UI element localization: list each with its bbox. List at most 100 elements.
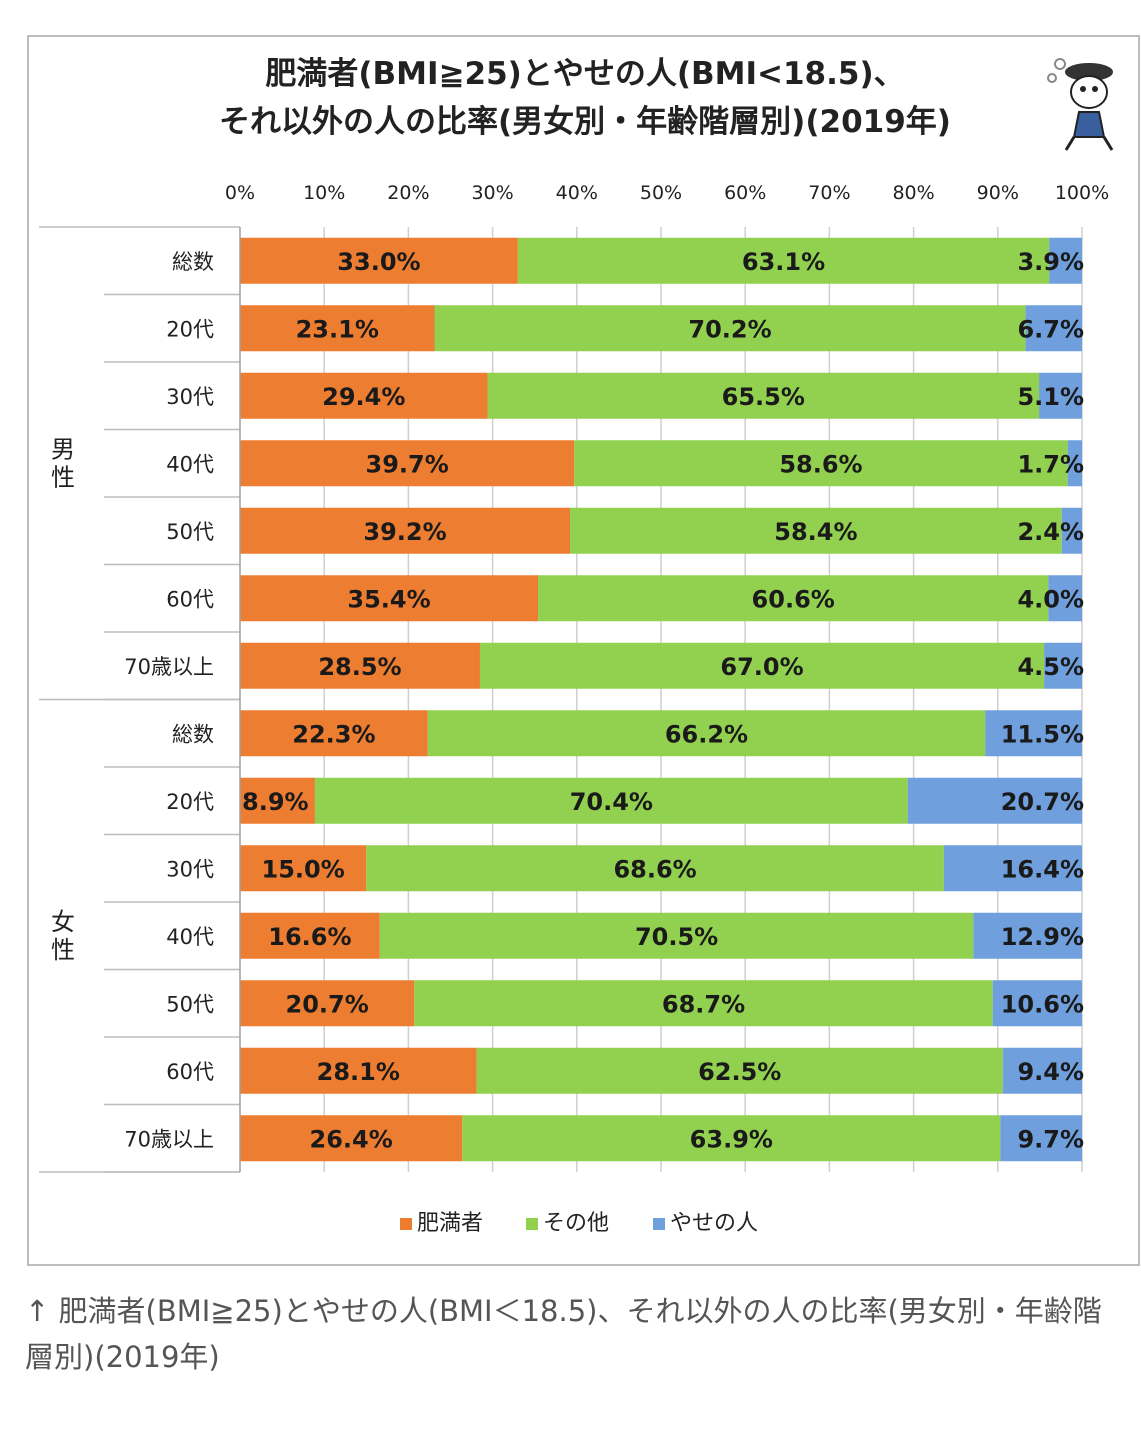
category-label: 総数 <box>172 250 214 274</box>
legend-label: 肥満者 <box>417 1211 483 1236</box>
bar-segment <box>414 980 993 1027</box>
category-label: 20代 <box>166 790 214 814</box>
bar-segment <box>240 507 571 554</box>
bar-segment <box>462 1115 1001 1162</box>
data-label: 23.1% <box>296 315 379 343</box>
bar-segment <box>538 575 1049 622</box>
data-label: 28.1% <box>317 1058 400 1086</box>
data-label: 4.5% <box>1017 653 1084 681</box>
data-label: 39.2% <box>363 518 446 546</box>
x-tick-label: 60% <box>724 182 766 204</box>
bar-segment <box>314 777 908 824</box>
bar-segment <box>434 305 1026 352</box>
category-label: 70歳以上 <box>124 655 214 679</box>
bar-segment <box>379 912 974 959</box>
bar-segment <box>1039 372 1082 419</box>
legend-swatch <box>400 1218 412 1230</box>
chart-frame: 肥満者(BMI≧25)とやせの人(BMI<18.5)、それ以外の人の比率(男女別… <box>27 35 1140 1266</box>
x-tick-label: 90% <box>977 182 1019 204</box>
bar-segment <box>1067 440 1082 487</box>
stacked-bar-chart: 肥満者(BMI≧25)とやせの人(BMI<18.5)、それ以外の人の比率(男女別… <box>39 56 1114 1236</box>
data-label: 9.4% <box>1017 1058 1084 1086</box>
data-label: 10.6% <box>1001 990 1084 1018</box>
x-tick-label: 10% <box>303 182 345 204</box>
data-label: 63.9% <box>690 1125 773 1153</box>
category-label: 30代 <box>166 385 214 409</box>
bar-segment <box>1048 575 1082 622</box>
chart-title: 肥満者(BMI≧25)とやせの人(BMI<18.5)、それ以外の人の比率(男女別… <box>219 56 951 140</box>
data-label: 9.7% <box>1017 1125 1084 1153</box>
bar-segment <box>943 845 1082 892</box>
category-label: 40代 <box>166 925 214 949</box>
bar-segment <box>479 642 1045 689</box>
data-label: 67.0% <box>720 653 803 681</box>
category-label: 70歳以上 <box>124 1127 214 1151</box>
category-label: 60代 <box>166 587 214 611</box>
bar-segment <box>240 305 435 352</box>
x-tick-label: 20% <box>387 182 429 204</box>
x-tick-label: 100% <box>1055 182 1109 204</box>
data-label: 22.3% <box>292 720 375 748</box>
bar-segment <box>1049 237 1082 284</box>
data-label: 20.7% <box>286 990 369 1018</box>
data-label: 35.4% <box>347 585 430 613</box>
data-label: 16.6% <box>268 923 351 951</box>
group-label: 女性 <box>51 908 75 964</box>
chart-title-line: 肥満者(BMI≧25)とやせの人(BMI<18.5)、 <box>265 56 904 92</box>
x-tick-label: 70% <box>808 182 850 204</box>
group-label-char: 性 <box>51 936 75 964</box>
category-label: 50代 <box>166 992 214 1016</box>
group-label-char: 性 <box>51 463 75 491</box>
bar-segment <box>240 1047 477 1094</box>
mascot-icon <box>1047 58 1114 151</box>
x-axis-ticks: 0% 10% 20% 30% 40% 50% 60% 70% 80% 90% 100% <box>225 182 1109 204</box>
data-label: 5.1% <box>1017 383 1084 411</box>
bar-segment <box>517 237 1050 284</box>
data-label: 11.5% <box>1001 720 1084 748</box>
bar-segment <box>366 845 944 892</box>
data-label: 68.6% <box>613 855 696 883</box>
bar-segment <box>240 440 575 487</box>
bar-segment <box>1002 1047 1082 1094</box>
data-label: 26.4% <box>310 1125 393 1153</box>
category-label: 20代 <box>166 317 214 341</box>
data-label: 65.5% <box>722 383 805 411</box>
data-label: 70.5% <box>635 923 718 951</box>
data-label: 16.4% <box>1001 855 1084 883</box>
figure-caption: ↑ 肥満者(BMI≧25)とやせの人(BMI＜18.5)、それ以外の人の比率(男… <box>25 1294 1102 1374</box>
data-label: 33.0% <box>337 248 420 276</box>
bars <box>240 237 1082 1162</box>
value-labels: 33.0% 63.1% 3.9% 23.1% 70.2% 6.7% 29.4% 65.5% 5.… <box>242 248 1084 1154</box>
bar-segment <box>907 777 1082 824</box>
bar-segment <box>240 980 415 1027</box>
category-label: 30代 <box>166 857 214 881</box>
legend-label: やせの人 <box>670 1211 758 1236</box>
category-label: 40代 <box>166 452 214 476</box>
bar-segment <box>487 372 1040 419</box>
chart-title-line: それ以外の人の比率(男女別・年齢階層別)(2019年) <box>219 104 951 140</box>
bar-segment <box>570 507 1062 554</box>
bar-segment <box>427 710 986 757</box>
group-label: 男性 <box>51 435 75 491</box>
bar-segment <box>240 912 380 959</box>
data-label: 63.1% <box>742 248 825 276</box>
category-label: 50代 <box>166 520 214 544</box>
data-label: 58.6% <box>779 450 862 478</box>
category-label: 60代 <box>166 1060 214 1084</box>
legend: 肥満者 その他 やせの人 <box>400 1211 758 1236</box>
bar-segment <box>240 777 315 824</box>
data-label: 1.7% <box>1017 450 1084 478</box>
bar-segment <box>240 642 480 689</box>
data-label: 58.4% <box>774 518 857 546</box>
bar-segment <box>1025 305 1082 352</box>
data-label: 60.6% <box>752 585 835 613</box>
data-label: 62.5% <box>698 1058 781 1086</box>
data-label: 70.4% <box>570 788 653 816</box>
gridlines <box>323 227 1083 1172</box>
category-axis <box>39 226 241 1173</box>
bar-segment <box>240 1115 463 1162</box>
group-label-char: 女 <box>51 908 75 936</box>
data-label: 8.9% <box>242 788 309 816</box>
data-label: 28.5% <box>318 653 401 681</box>
bar-segment <box>240 710 428 757</box>
